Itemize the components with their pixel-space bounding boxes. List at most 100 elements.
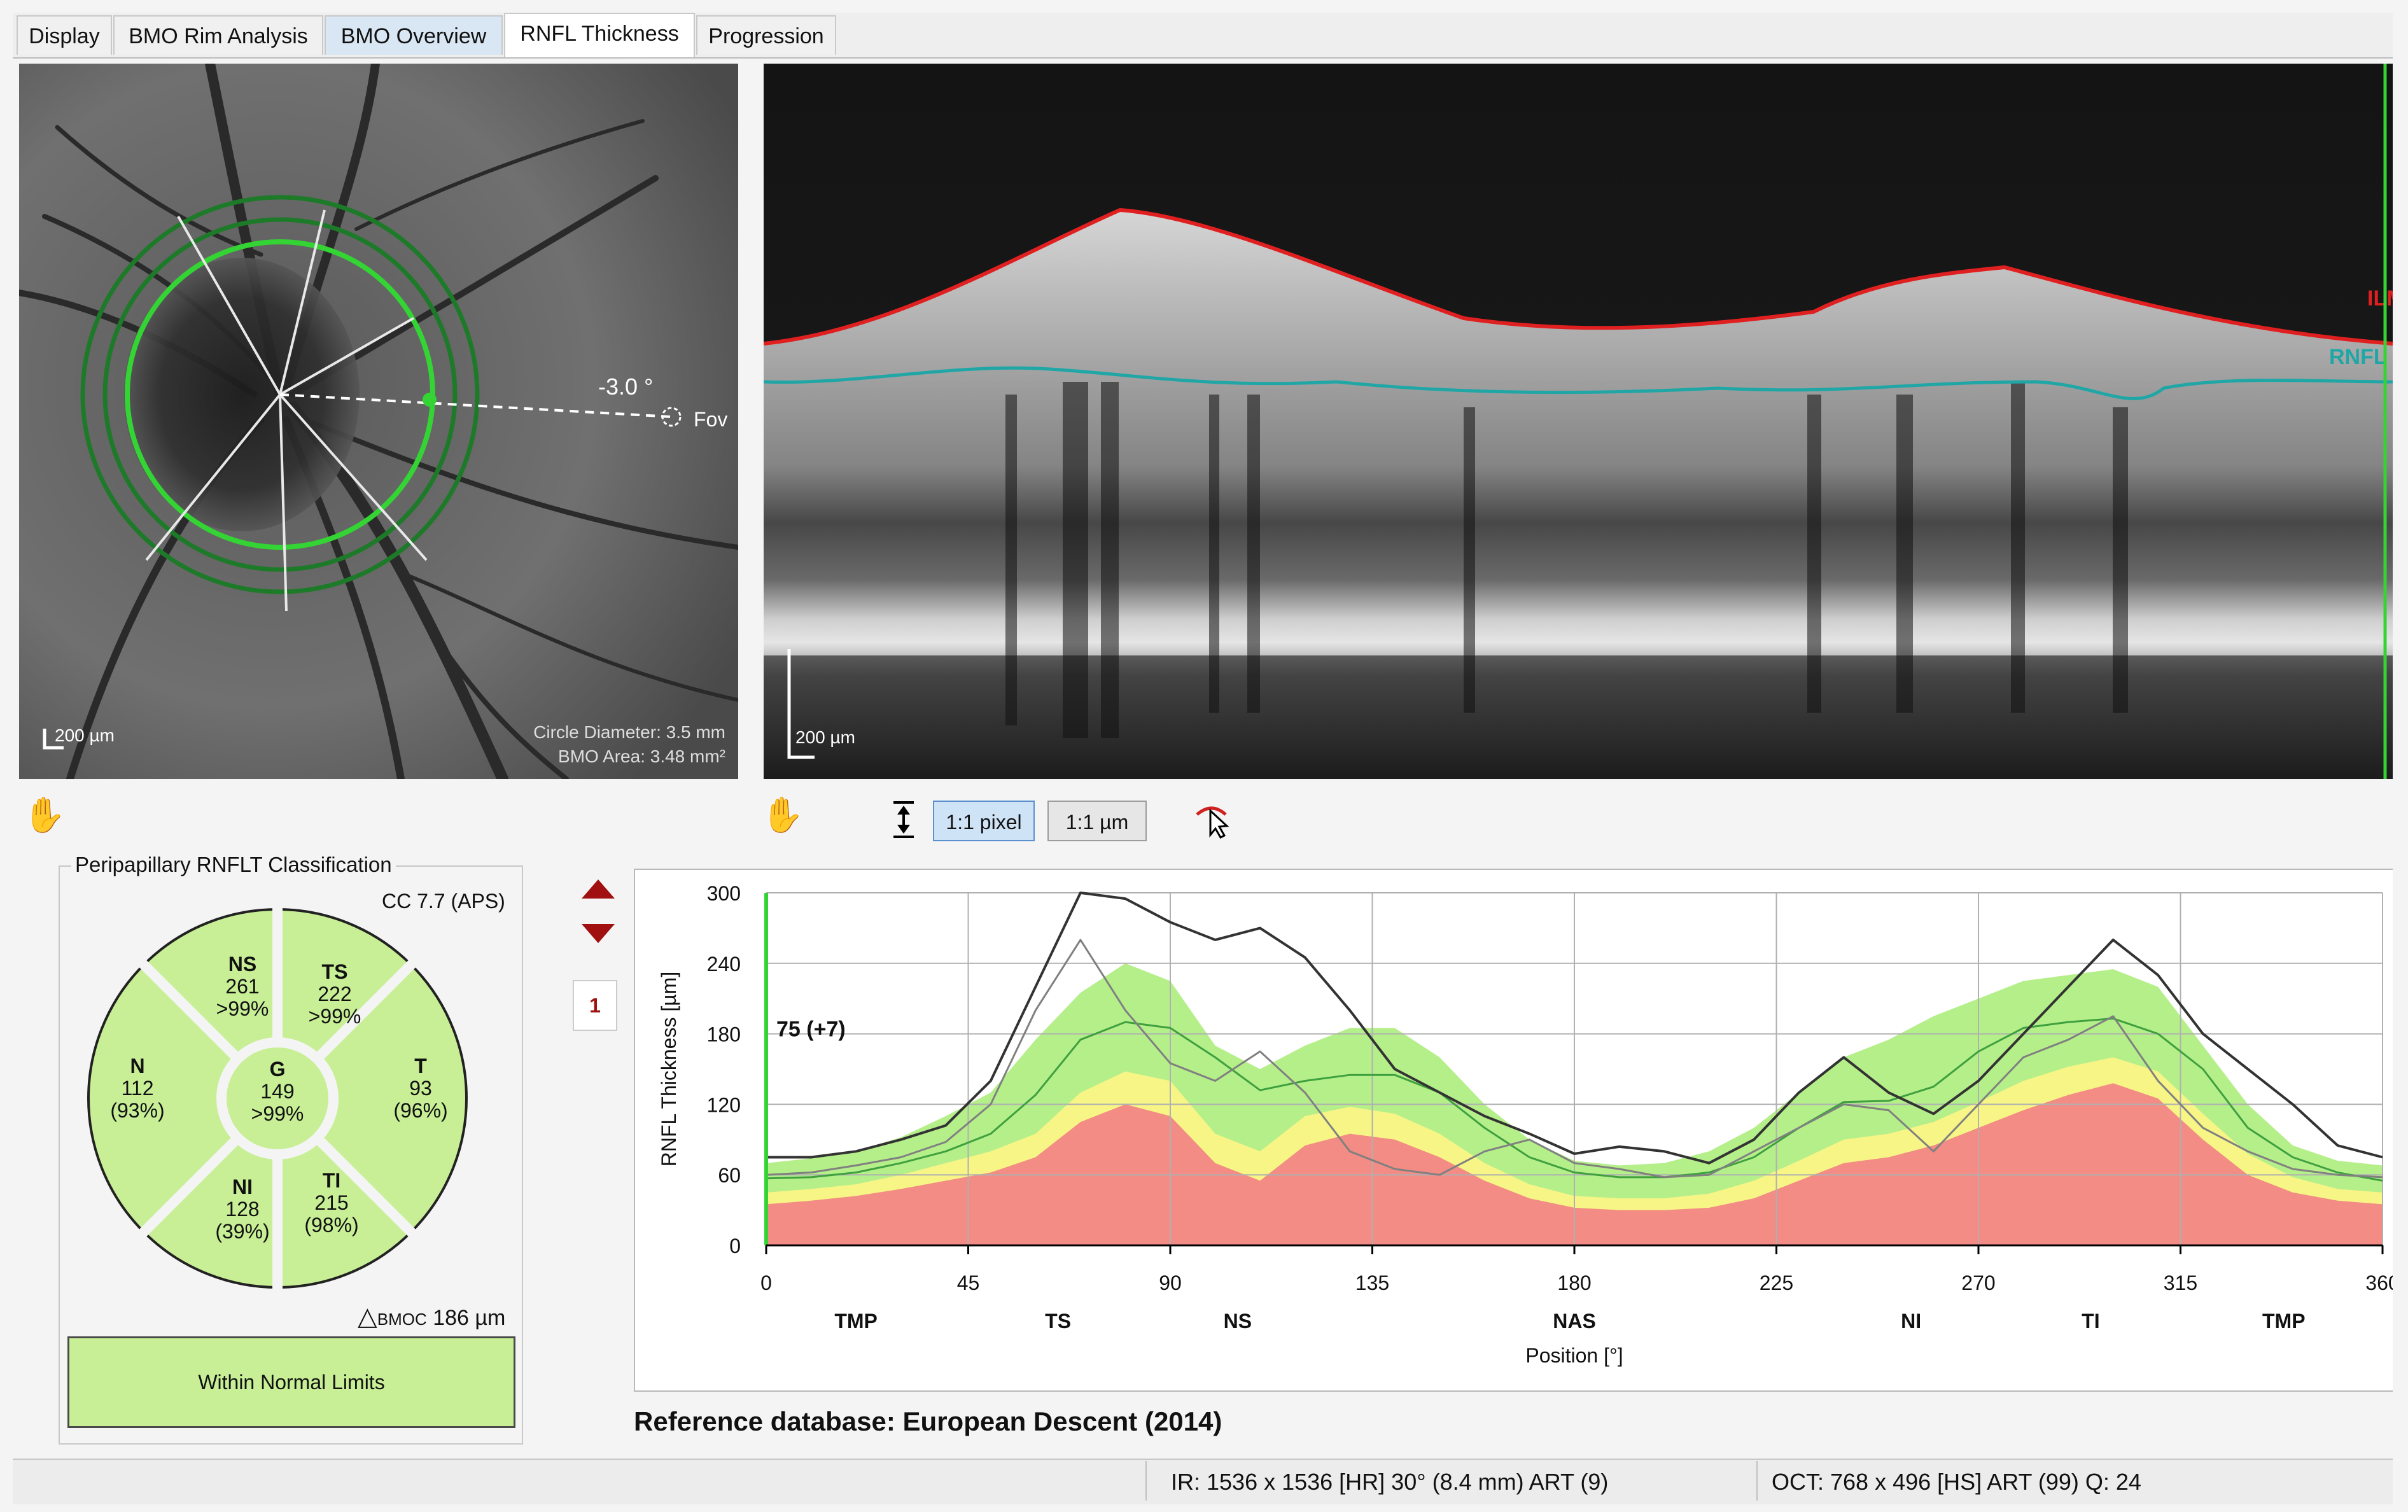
cc-label: CC 7.7 (APS) xyxy=(382,890,505,913)
oct-scale-label: 200 µm xyxy=(795,727,855,747)
x-tick-label: 315 xyxy=(2164,1271,2197,1294)
bmoc-row: △BMOC 186 µm xyxy=(358,1302,505,1331)
x-tick-label: 360 xyxy=(2365,1271,2393,1294)
bmoc-value: 186 µm xyxy=(433,1306,506,1330)
rnfl-label: RNFL xyxy=(2329,345,2387,369)
sector-t-value: 93 xyxy=(409,1077,432,1100)
series-line-1 xyxy=(766,892,2383,1165)
angle-label: -3.0 ° xyxy=(598,374,653,400)
series-line-2 xyxy=(766,939,2383,1179)
sector-axis-label: NAS xyxy=(1553,1310,1596,1333)
pointer-icon[interactable] xyxy=(1194,801,1232,839)
x-tick-label: 90 xyxy=(1159,1271,1182,1294)
sector-t-pct: (96%) xyxy=(393,1099,447,1122)
retina-tissue xyxy=(764,210,2393,779)
ilm-boundary-line xyxy=(764,207,2393,346)
sector-pie-chart: NS 261 >99% TS 222 >99% N 112 (93%) G 14… xyxy=(87,907,468,1289)
page-indicator[interactable]: 1 xyxy=(573,980,617,1031)
sector-ns-name: NS xyxy=(228,953,256,976)
y-tick-label: 180 xyxy=(707,1023,741,1046)
x-tick-label: 270 xyxy=(1961,1271,1995,1294)
sector-ns-pct: >99% xyxy=(216,997,269,1020)
sector-n-value: 112 xyxy=(121,1077,153,1100)
bmo-area-label: BMO Area: 3.48 mm² xyxy=(558,746,725,766)
x-tick-label: 135 xyxy=(1355,1271,1389,1294)
fundus-scale-label: 200 µm xyxy=(55,725,115,745)
scale-bar-icon xyxy=(43,729,64,750)
oct-status: OCT: 768 x 496 [HS] ART (99) Q: 24 xyxy=(1772,1469,2141,1495)
sector-axis-label: TS xyxy=(1045,1310,1071,1333)
x-tick-label: 180 xyxy=(1557,1271,1591,1294)
sector-axis-label: TMP xyxy=(2262,1310,2306,1333)
y-tick-label: 0 xyxy=(729,1235,741,1257)
sector-g-name: G xyxy=(270,1058,286,1081)
x-axis-title: Position [°] xyxy=(1525,1344,1623,1367)
classification-result-box: Within Normal Limits xyxy=(67,1336,515,1428)
bmoc-label: BMOC xyxy=(377,1310,427,1329)
sector-dividers xyxy=(139,907,416,1289)
sector-ti-name: TI xyxy=(323,1169,340,1192)
sector-ni-pct: (39%) xyxy=(215,1220,269,1243)
fovea-axis-line xyxy=(279,393,672,418)
sector-g-value: 149 xyxy=(260,1080,294,1103)
circle-diameter-label: Circle Diameter: 3.5 mm xyxy=(533,722,725,742)
hand-icon[interactable]: ✋ xyxy=(23,796,66,834)
sector-axis-label: NS xyxy=(1224,1310,1252,1333)
ir-status: IR: 1536 x 1536 [HR] 30° (8.4 mm) ART (9… xyxy=(1171,1469,1609,1495)
oct-bscan-image: ILM RNFL 200 µm xyxy=(764,64,2393,779)
sector-t-name: T xyxy=(414,1054,427,1077)
y-tick-label: 60 xyxy=(718,1164,741,1187)
sector-ts-name: TS xyxy=(322,960,348,983)
hand-icon[interactable]: ✋ xyxy=(761,796,804,834)
oct-scale-bar-icon xyxy=(787,649,815,759)
tab-bar: Display BMO Rim Analysis BMO Overview RN… xyxy=(13,13,2393,59)
circle-start-marker[interactable] xyxy=(423,393,437,407)
fundus-image: -3.0 ° Fov 200 µm Circle Diameter: 3.5 m… xyxy=(19,64,738,779)
zoom-1to1-um-button[interactable]: 1:1 µm xyxy=(1047,801,1147,841)
fovea-label: Fov xyxy=(694,408,727,431)
tab-progression[interactable]: Progression xyxy=(696,15,836,55)
y-tick-label: 240 xyxy=(707,953,741,976)
sector-g-pct: >99% xyxy=(251,1102,304,1125)
fovea-marker-icon xyxy=(661,407,682,427)
sector-n-pct: (93%) xyxy=(110,1099,164,1122)
y-tick-label: 300 xyxy=(707,882,741,905)
tab-rnfl-thickness[interactable]: RNFL Thickness xyxy=(504,13,695,57)
sector-axis-label: TI xyxy=(2082,1310,2099,1333)
status-bar xyxy=(13,1459,2393,1504)
status-separator xyxy=(1145,1461,1147,1501)
tab-bmo-rim-analysis[interactable]: BMO Rim Analysis xyxy=(113,15,323,55)
y-axis-title: RNFL Thickness [µm] xyxy=(657,972,680,1167)
arrow-down-icon[interactable] xyxy=(580,923,616,948)
sector-ts-pct: >99% xyxy=(309,1005,361,1028)
rnfl-boundary-line xyxy=(764,366,2393,400)
sector-axis-label: NI xyxy=(1901,1310,1921,1333)
y-tick-label: 120 xyxy=(707,1093,741,1116)
sector-n-name: N xyxy=(130,1054,144,1077)
fit-vertical-icon[interactable] xyxy=(891,801,916,839)
ilm-label: ILM xyxy=(2367,286,2393,311)
sector-ns-value: 261 xyxy=(225,975,259,998)
sector-ni-value: 128 xyxy=(225,1198,259,1221)
delta-icon: △ xyxy=(358,1303,377,1331)
sector-global[interactable] xyxy=(216,1037,339,1159)
current-position-annotation: 75 (+7) xyxy=(776,1018,846,1042)
optic-disc xyxy=(124,258,360,531)
fundus-image-panel[interactable]: -3.0 ° Fov 200 µm Circle Diameter: 3.5 m… xyxy=(19,64,738,779)
rnfl-thickness-chart: 0 60 120 180 240 300 0 45 90 135 180 225 270 315 360 TM… xyxy=(657,882,2393,1367)
reference-database-label: Reference database: European Descent (20… xyxy=(634,1406,1222,1436)
tab-bmo-overview[interactable]: BMO Overview xyxy=(325,15,503,55)
arrow-up-icon[interactable] xyxy=(580,878,616,903)
x-tick-label: 45 xyxy=(957,1271,980,1294)
vessel-shadows xyxy=(1005,382,2128,738)
sector-axis-label: TMP xyxy=(834,1310,878,1333)
oct-bscan-panel[interactable]: ILM RNFL 200 µm xyxy=(764,64,2393,779)
tab-display[interactable]: Display xyxy=(17,15,112,55)
x-tick-label: 225 xyxy=(1760,1271,1793,1294)
zoom-1to1-pixel-button[interactable]: 1:1 pixel xyxy=(933,801,1035,841)
series-line-0 xyxy=(766,1018,2383,1182)
sector-ts-value: 222 xyxy=(318,983,351,1005)
sector-ni-name: NI xyxy=(232,1175,253,1198)
sector-ti-pct: (98%) xyxy=(304,1214,358,1236)
status-separator xyxy=(1756,1461,1758,1501)
